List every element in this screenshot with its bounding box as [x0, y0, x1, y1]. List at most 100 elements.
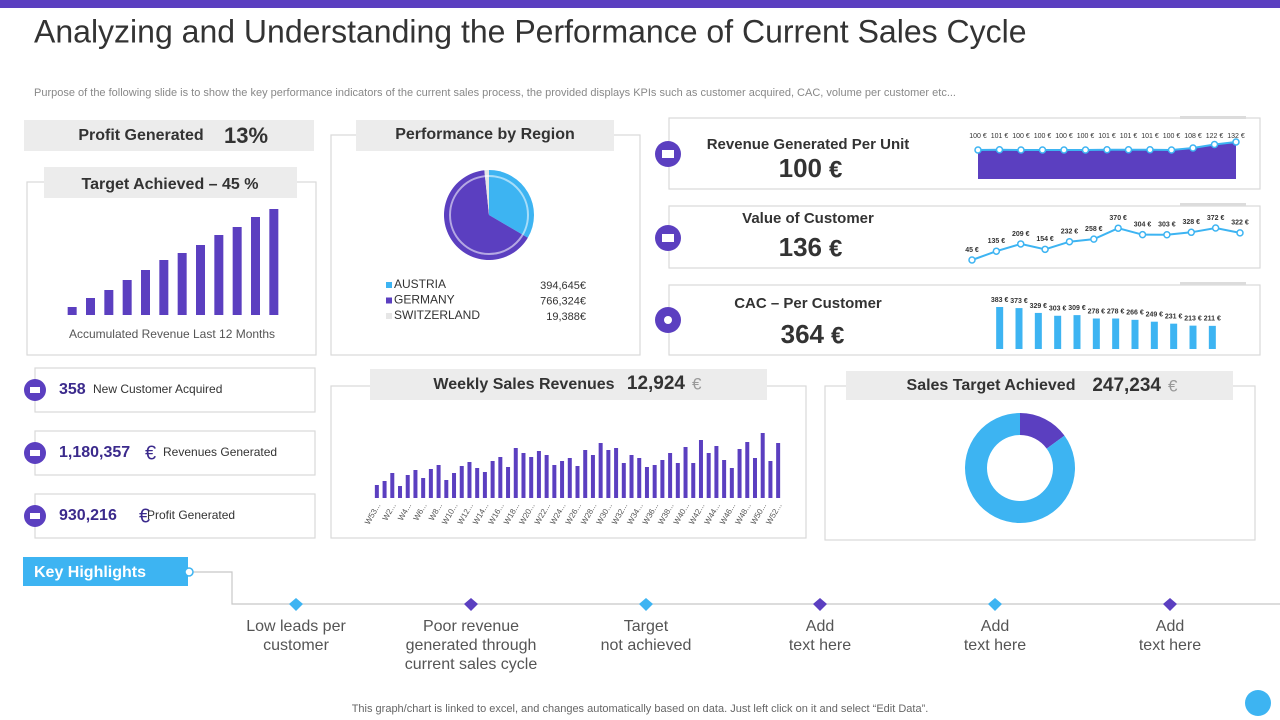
bar	[421, 478, 426, 498]
chart-headline: 136	[779, 232, 822, 262]
bar	[776, 443, 781, 498]
value-label: 100 €	[1012, 133, 1030, 140]
highlight-marker	[1163, 598, 1177, 611]
pie-ring	[449, 175, 529, 255]
bar	[652, 465, 657, 498]
highlight-text: Add	[1156, 618, 1184, 635]
bar	[1131, 319, 1139, 349]
header-bg	[44, 167, 297, 198]
point	[1163, 231, 1171, 239]
pie-slice	[444, 170, 528, 260]
legend-swatch	[386, 282, 392, 288]
point	[1210, 140, 1219, 149]
legend-label: SWITZERLAND	[394, 308, 480, 322]
legend-label: AUSTRIA	[394, 277, 446, 291]
donut-segment	[1020, 413, 1065, 449]
bar	[1054, 315, 1062, 349]
chart-headline: 247,234	[1092, 375, 1161, 396]
value-label: 372 €	[1207, 215, 1225, 222]
point	[995, 146, 1004, 154]
icon-glyphs	[30, 150, 674, 519]
stat-value: 1,180,357	[59, 444, 130, 461]
stat-label: Revenues Generated	[163, 445, 277, 459]
stat-unit: €	[145, 442, 156, 464]
bar	[675, 463, 680, 498]
bar	[698, 440, 703, 498]
bar	[575, 466, 580, 498]
highlight-text: generated through	[406, 637, 537, 654]
bar	[196, 245, 205, 315]
bar	[1092, 318, 1100, 349]
value-label: 278 €	[1107, 308, 1125, 315]
value-label: 101 €	[1141, 133, 1159, 140]
bar	[1208, 325, 1216, 349]
chart-title: Sales Target Achieved	[907, 377, 1076, 394]
bar	[459, 466, 464, 498]
point	[1041, 245, 1049, 254]
highlight-text: text here	[964, 637, 1026, 654]
highlights-bg	[23, 557, 188, 586]
bar	[706, 453, 711, 498]
point	[1232, 138, 1240, 146]
bar	[1112, 318, 1120, 349]
pie-slice	[489, 169, 534, 238]
value-label: 19,388€	[546, 311, 586, 323]
value-label: 108 €	[1184, 133, 1202, 140]
bar	[629, 455, 634, 498]
highlight-text: current sales cycle	[405, 656, 538, 673]
bar	[668, 453, 673, 498]
bar	[251, 217, 260, 315]
panel	[34, 430, 316, 476]
bar	[490, 461, 495, 498]
highlight-text: Target	[624, 618, 669, 635]
chart-unit: €	[829, 235, 842, 262]
bar	[714, 446, 719, 498]
highlight-text: text here	[1139, 637, 1201, 654]
point	[1146, 146, 1154, 154]
bar	[1015, 308, 1023, 349]
value-label: 309 €	[1068, 305, 1086, 312]
header-bg	[370, 369, 767, 400]
bar	[1150, 321, 1158, 349]
bar	[745, 442, 750, 498]
chart-unit: €	[831, 322, 844, 349]
highlight-text: Add	[981, 618, 1009, 635]
kpi-label: Profit Generated	[78, 127, 203, 144]
bar	[529, 457, 534, 498]
chart-title: Weekly Sales Revenues	[433, 376, 614, 393]
point	[974, 146, 982, 154]
panel	[668, 205, 1261, 269]
bar	[552, 465, 557, 498]
highlight-text: Low leads per	[246, 618, 346, 635]
chart-unit: €	[829, 156, 842, 183]
point	[1016, 240, 1025, 248]
kpi-value: 13%	[224, 123, 268, 148]
value-label: 45 €	[965, 247, 979, 254]
point	[1114, 224, 1122, 232]
top-bar	[0, 0, 1280, 8]
value-label: 231 €	[1165, 314, 1183, 321]
value-label: 135 €	[988, 238, 1006, 245]
highlight-marker	[988, 598, 1002, 611]
highlight-text: not achieved	[601, 637, 692, 654]
bar	[475, 468, 480, 498]
bar	[141, 270, 150, 315]
point	[1090, 235, 1098, 243]
value-label: 100 €	[1163, 133, 1181, 140]
panel	[26, 181, 317, 356]
bar	[683, 447, 688, 498]
value-label: 154 €	[1036, 236, 1054, 243]
highlight-marker	[639, 598, 653, 611]
bar	[467, 462, 472, 498]
point	[1017, 146, 1025, 154]
bar	[1170, 323, 1178, 349]
chart-headline: 100	[779, 153, 822, 183]
bar	[382, 481, 387, 498]
bar	[1073, 315, 1081, 349]
value-label: 258 €	[1085, 226, 1103, 233]
stat-value: 358	[59, 381, 86, 398]
bar	[996, 307, 1004, 349]
point	[1211, 224, 1220, 232]
panel	[668, 284, 1261, 356]
